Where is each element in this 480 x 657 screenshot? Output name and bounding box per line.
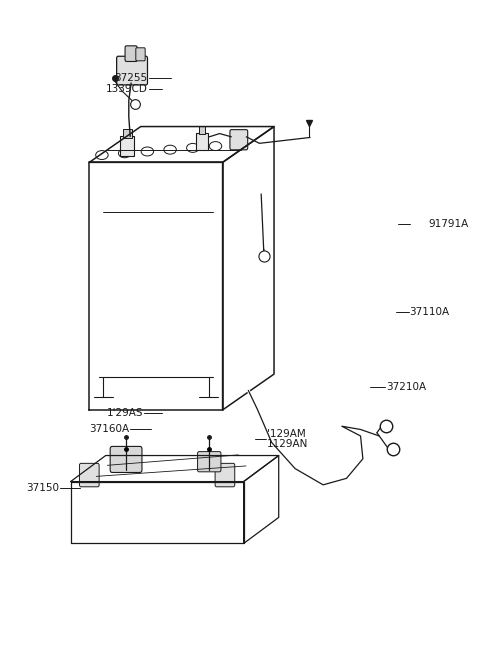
FancyBboxPatch shape xyxy=(80,463,99,487)
Text: 1129AN: 1129AN xyxy=(267,440,308,449)
FancyBboxPatch shape xyxy=(120,137,134,156)
FancyBboxPatch shape xyxy=(117,57,147,85)
FancyBboxPatch shape xyxy=(196,133,208,150)
FancyBboxPatch shape xyxy=(110,446,142,472)
Text: '129AM: '129AM xyxy=(267,429,306,439)
FancyBboxPatch shape xyxy=(123,129,132,138)
Text: 91791A: 91791A xyxy=(428,219,468,229)
Text: 1339CD: 1339CD xyxy=(106,84,148,94)
FancyBboxPatch shape xyxy=(125,46,137,62)
Text: 37150: 37150 xyxy=(26,483,59,493)
FancyBboxPatch shape xyxy=(198,451,221,472)
Text: 1'29AS: 1'29AS xyxy=(107,408,143,419)
Text: 37210A: 37210A xyxy=(386,382,426,392)
Text: 37160A: 37160A xyxy=(89,424,129,434)
Text: 37110A: 37110A xyxy=(409,307,450,317)
FancyBboxPatch shape xyxy=(215,463,235,487)
FancyBboxPatch shape xyxy=(199,126,205,134)
FancyBboxPatch shape xyxy=(230,129,248,150)
Text: 37255: 37255 xyxy=(115,73,148,83)
FancyBboxPatch shape xyxy=(136,48,145,61)
